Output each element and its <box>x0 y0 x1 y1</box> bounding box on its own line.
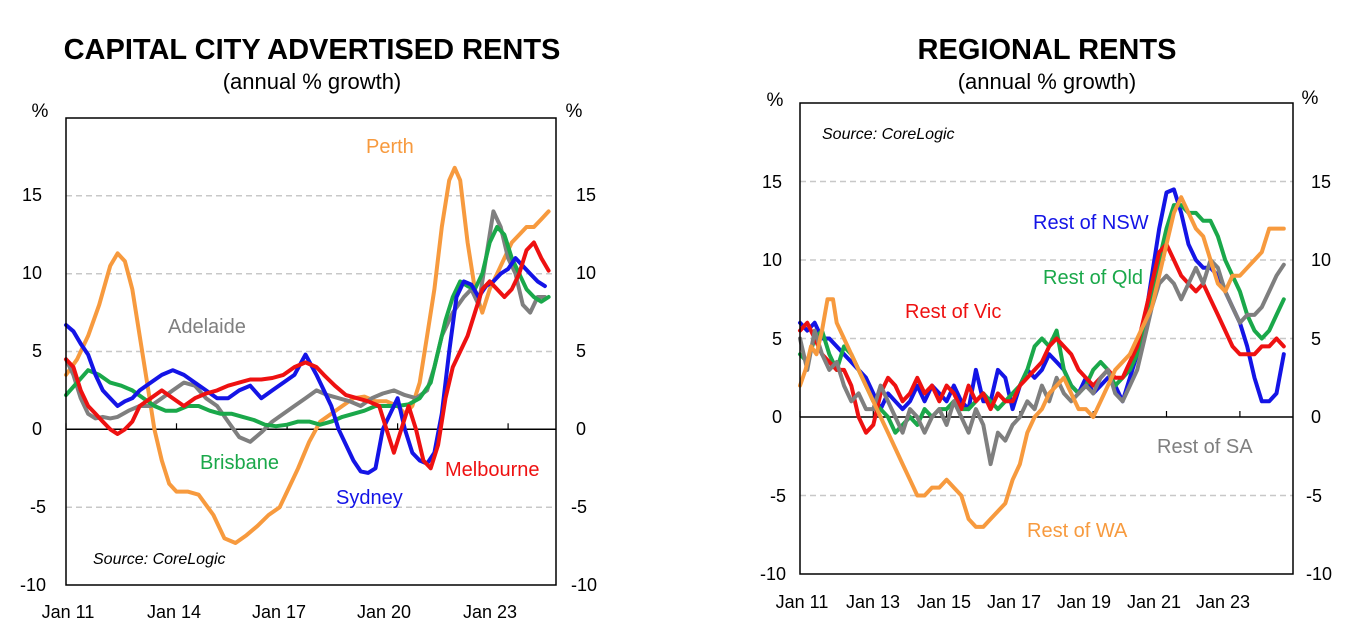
series-line-melbourne <box>64 240 551 471</box>
chart-title: CAPITAL CITY ADVERTISED RENTS <box>64 34 561 66</box>
series-label-adelaide: Adelaide <box>168 316 246 338</box>
x-tick-label: Jan 23 <box>463 602 517 622</box>
y-tick-label-right: -10 <box>1306 564 1332 584</box>
source-note: Source: CoreLogic <box>93 551 226 568</box>
series-label-rest-of-sa: Rest of SA <box>1157 436 1253 458</box>
series-label-sydney: Sydney <box>336 487 403 509</box>
y-tick-label-left: 15 <box>22 185 42 205</box>
y-tick-label-right: -5 <box>571 497 587 517</box>
series-lines <box>64 165 551 545</box>
chart-subtitle: (annual % growth) <box>223 69 402 94</box>
series-label-rest-of-wa: Rest of WA <box>1027 520 1128 542</box>
y-tick-label-right: -5 <box>1306 486 1322 506</box>
y-tick-label-left: 0 <box>772 407 782 427</box>
series-line-rest-of-wa <box>798 195 1286 529</box>
y-tick-label-right: 0 <box>576 419 586 439</box>
series-line-sydney <box>64 256 547 475</box>
plot-area <box>65 117 557 586</box>
regional-rents-chart: REGIONAL RENTS (annual % growth) % % 15 … <box>760 34 1332 612</box>
x-tick-label: Jan 15 <box>917 592 971 612</box>
y-tick-label-left: 15 <box>762 172 782 192</box>
y-tick-label-left: -5 <box>30 497 46 517</box>
y-tick-label-right: 15 <box>576 185 596 205</box>
y-tick-label-right: 10 <box>576 263 596 283</box>
y-tick-label-left: 0 <box>32 419 42 439</box>
x-tick-label: Jan 17 <box>987 592 1041 612</box>
y-tick-label-left: -5 <box>770 486 786 506</box>
series-label-perth: Perth <box>366 136 414 158</box>
left-axis-unit: % <box>32 101 49 122</box>
right-axis-unit: % <box>1302 88 1319 109</box>
series-label-brisbane: Brisbane <box>200 452 279 474</box>
x-tick-label: Jan 20 <box>357 602 411 622</box>
series-line-perth <box>64 165 551 545</box>
y-tick-label-right: -10 <box>571 575 597 595</box>
capital-city-rents-chart: CAPITAL CITY ADVERTISED RENTS (annual % … <box>20 34 597 622</box>
y-tick-label-left: 10 <box>22 263 42 283</box>
y-tick-label-right: 0 <box>1311 407 1321 427</box>
y-tick-label-left: -10 <box>20 575 46 595</box>
x-tick-label: Jan 23 <box>1196 592 1250 612</box>
y-tick-label-left: -10 <box>760 564 786 584</box>
plot-area <box>799 102 1294 575</box>
series-line-rest-of-qld <box>798 203 1286 435</box>
series-line-rest-of-sa <box>798 258 1286 467</box>
y-tick-label-left: 10 <box>762 250 782 270</box>
series-label-melbourne: Melbourne <box>445 459 540 481</box>
series-label-rest-of-nsw: Rest of NSW <box>1033 212 1149 234</box>
series-lines <box>798 187 1286 529</box>
series-label-rest-of-qld: Rest of Qld <box>1043 267 1143 289</box>
source-note: Source: CoreLogic <box>822 126 955 143</box>
x-tick-label: Jan 11 <box>42 602 95 622</box>
chart-subtitle: (annual % growth) <box>958 69 1137 94</box>
y-tick-label-right: 10 <box>1311 250 1331 270</box>
series-label-rest-of-vic: Rest of Vic <box>905 301 1001 323</box>
x-tick-label: Jan 14 <box>147 602 201 622</box>
x-tick-label: Jan 21 <box>1127 592 1181 612</box>
y-tick-label-left: 5 <box>772 329 782 349</box>
x-tick-label: Jan 17 <box>252 602 306 622</box>
y-tick-label-right: 15 <box>1311 172 1331 192</box>
gridlines <box>66 195 556 508</box>
right-axis-unit: % <box>566 101 583 122</box>
left-axis-unit: % <box>767 90 784 111</box>
y-tick-label-right: 5 <box>576 341 586 361</box>
y-tick-label-left: 5 <box>32 341 42 361</box>
y-tick-label-right: 5 <box>1311 329 1321 349</box>
x-tick-label: Jan 11 <box>776 592 829 612</box>
chart-title: REGIONAL RENTS <box>918 34 1177 66</box>
x-tick-label: Jan 19 <box>1057 592 1111 612</box>
x-tick-label: Jan 13 <box>846 592 900 612</box>
